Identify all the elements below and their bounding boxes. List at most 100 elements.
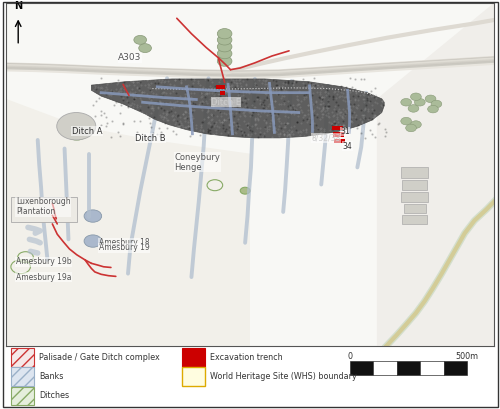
Point: [128, 100, 136, 106]
Point: [358, 126, 366, 132]
Point: [90, 83, 98, 90]
Point: [263, 81, 271, 87]
Point: [238, 132, 246, 139]
Point: [331, 102, 339, 109]
Point: [116, 122, 124, 128]
Point: [248, 128, 256, 134]
Point: [280, 101, 288, 107]
Point: [130, 115, 138, 122]
Point: [156, 126, 164, 132]
Point: [309, 89, 317, 96]
Point: [254, 94, 262, 101]
Point: [266, 120, 274, 127]
Point: [98, 104, 106, 110]
Point: [330, 106, 338, 113]
Point: [156, 112, 164, 119]
Point: [346, 106, 354, 113]
Point: [158, 76, 166, 83]
Point: [131, 132, 139, 138]
Point: [374, 119, 382, 126]
Point: [93, 112, 101, 118]
Point: [334, 119, 342, 126]
Point: [351, 133, 359, 139]
Point: [219, 121, 227, 128]
Point: [143, 91, 151, 98]
Point: [312, 110, 320, 117]
Point: [342, 134, 349, 141]
Point: [130, 135, 138, 141]
Point: [120, 88, 128, 95]
Point: [244, 95, 252, 102]
Point: [271, 98, 279, 105]
Point: [211, 120, 219, 127]
Point: [206, 127, 214, 134]
Point: [222, 84, 230, 90]
Point: [88, 132, 96, 138]
Bar: [216, 85, 224, 89]
Point: [209, 130, 217, 137]
Point: [318, 96, 326, 102]
Point: [372, 115, 380, 121]
Point: [194, 77, 202, 84]
Point: [368, 114, 376, 121]
Point: [376, 83, 384, 90]
Text: Amesbury 19: Amesbury 19: [98, 243, 150, 252]
Point: [213, 112, 221, 119]
Point: [180, 85, 188, 91]
Point: [358, 90, 366, 97]
Circle shape: [240, 187, 250, 194]
Point: [370, 99, 378, 105]
Point: [316, 94, 324, 101]
Point: [204, 114, 212, 121]
Point: [176, 114, 184, 121]
Point: [325, 113, 333, 120]
Point: [259, 76, 267, 83]
Point: [102, 101, 110, 107]
Point: [152, 127, 160, 133]
Point: [296, 127, 304, 134]
Point: [170, 88, 177, 94]
Point: [251, 117, 259, 123]
Point: [146, 84, 154, 91]
Point: [270, 97, 278, 104]
Point: [122, 93, 130, 100]
Point: [347, 118, 355, 125]
Point: [254, 111, 262, 118]
Point: [136, 109, 143, 116]
Point: [142, 77, 150, 83]
Point: [347, 84, 355, 90]
Point: [276, 129, 283, 136]
Point: [174, 134, 182, 140]
Point: [182, 134, 190, 140]
Point: [229, 77, 237, 83]
Point: [378, 98, 386, 105]
Point: [214, 106, 222, 113]
Point: [380, 88, 388, 94]
Point: [346, 80, 354, 87]
Point: [243, 76, 251, 82]
Point: [126, 111, 134, 118]
Point: [365, 99, 373, 105]
Point: [127, 102, 135, 108]
Point: [333, 115, 341, 122]
Point: [267, 101, 275, 108]
Point: [308, 83, 316, 90]
Point: [356, 92, 364, 99]
Circle shape: [218, 48, 232, 59]
Point: [204, 113, 212, 120]
Point: [223, 84, 231, 91]
Point: [94, 79, 102, 86]
Point: [283, 128, 291, 135]
Point: [212, 127, 220, 134]
Point: [181, 117, 189, 124]
Point: [259, 133, 267, 139]
Point: [274, 112, 281, 119]
Point: [342, 87, 350, 94]
Point: [332, 99, 340, 106]
Point: [336, 122, 344, 128]
Point: [122, 89, 130, 96]
Point: [220, 96, 228, 102]
Point: [380, 77, 388, 84]
Point: [106, 92, 114, 99]
Point: [369, 81, 377, 88]
